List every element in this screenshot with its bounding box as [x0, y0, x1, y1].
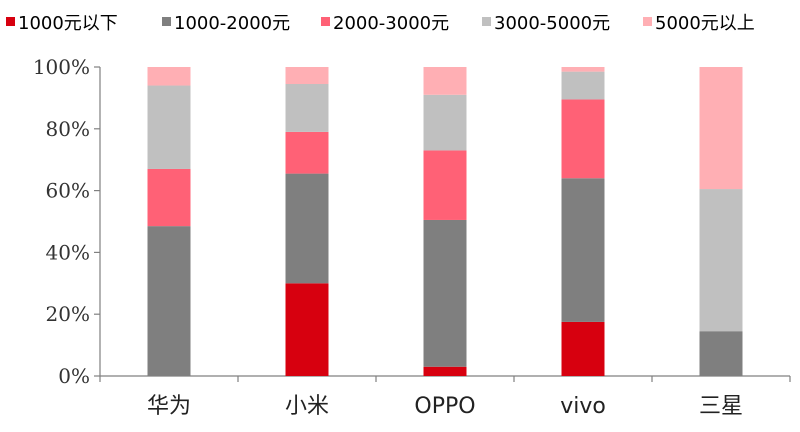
- bar-4-3: [699, 189, 743, 332]
- bar-2-0: [423, 366, 467, 376]
- bar-0-4: [147, 67, 191, 86]
- bar-3-1: [561, 178, 605, 322]
- y-tick-label-5: 100%: [33, 55, 90, 79]
- bar-0-2: [147, 168, 191, 227]
- x-tick-label-4: 三星: [699, 394, 743, 419]
- legend-label-0: 1000元以下: [18, 13, 118, 34]
- bar-3-0: [561, 321, 605, 376]
- bar-0-1: [147, 226, 191, 376]
- legend-swatch-0: [6, 17, 15, 26]
- bar-2-3: [423, 94, 467, 151]
- legend: 1000元以下 1000-2000元 2000-3000元 3000-5000元 500…: [6, 13, 755, 34]
- bar-1-0: [285, 283, 329, 376]
- y-tick-label-3: 60%: [46, 179, 90, 203]
- x-tick-label-2: OPPO: [414, 394, 475, 419]
- legend-label-2: 2000-3000元: [333, 13, 449, 34]
- legend-swatch-3: [482, 17, 491, 26]
- legend-label-4: 5000元以上: [655, 13, 755, 34]
- bar-2-4: [423, 67, 467, 95]
- bar-4-1: [699, 331, 743, 376]
- bar-2-2: [423, 150, 467, 220]
- x-tick-label-1: 小米: [285, 394, 329, 419]
- bar-1-4: [285, 67, 329, 84]
- legend-swatch-2: [321, 17, 330, 26]
- legend-swatch-1: [162, 17, 171, 26]
- x-axis: 华为 小米 OPPO vivo 三星: [99, 375, 791, 419]
- y-tick-label-1: 20%: [46, 302, 90, 326]
- bar-4-4: [699, 67, 743, 190]
- bar-3-3: [561, 71, 605, 100]
- bar-1-2: [285, 131, 329, 174]
- bar-1-3: [285, 83, 329, 132]
- bar-0-3: [147, 85, 191, 169]
- x-tick-label-0: 华为: [147, 394, 191, 419]
- bars: [147, 67, 743, 376]
- x-tick-label-3: vivo: [560, 394, 606, 419]
- legend-label-3: 3000-5000元: [494, 13, 610, 34]
- bar-2-1: [423, 219, 467, 367]
- y-tick-label-4: 80%: [46, 117, 90, 141]
- bar-1-1: [285, 173, 329, 284]
- legend-swatch-4: [643, 17, 652, 26]
- bar-3-4: [561, 67, 605, 72]
- y-tick-label-2: 40%: [46, 240, 90, 264]
- y-tick-label-0: 0%: [58, 364, 90, 388]
- y-axis: 0% 20% 40% 60% 80% 100%: [33, 55, 101, 388]
- bar-3-2: [561, 99, 605, 179]
- legend-label-1: 1000-2000元: [174, 13, 290, 34]
